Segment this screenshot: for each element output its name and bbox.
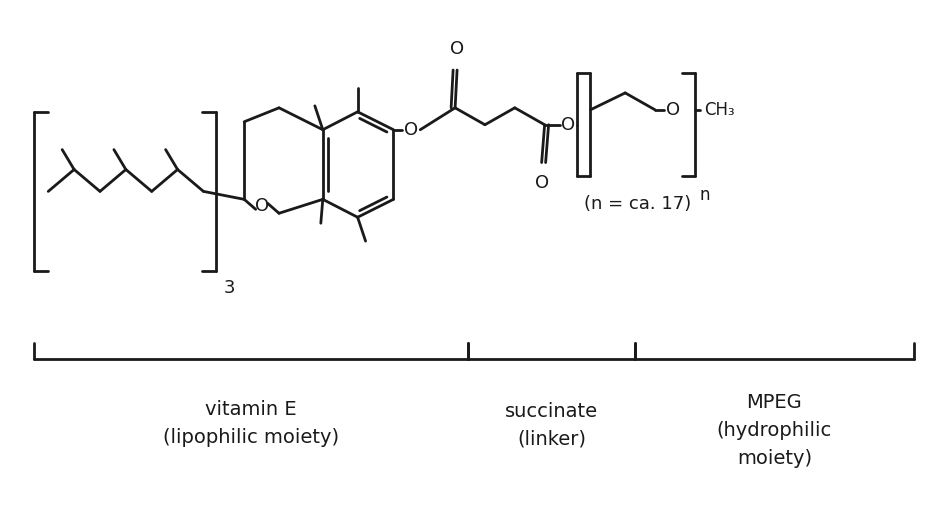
Text: CH₃: CH₃ (704, 101, 734, 119)
Text: O: O (255, 197, 269, 215)
Text: O: O (450, 40, 465, 58)
Text: vitamin E
(lipophilic moiety): vitamin E (lipophilic moiety) (163, 400, 339, 446)
Text: succinate
(linker): succinate (linker) (505, 402, 598, 449)
Text: O: O (405, 121, 418, 139)
Text: (n = ca. 17): (n = ca. 17) (583, 195, 691, 213)
Text: 3: 3 (223, 279, 235, 297)
Text: O: O (666, 101, 680, 119)
Text: O: O (561, 116, 576, 134)
Text: MPEG
(hydrophilic
moiety): MPEG (hydrophilic moiety) (717, 393, 832, 468)
Text: n: n (700, 186, 711, 204)
Text: O: O (535, 175, 549, 193)
